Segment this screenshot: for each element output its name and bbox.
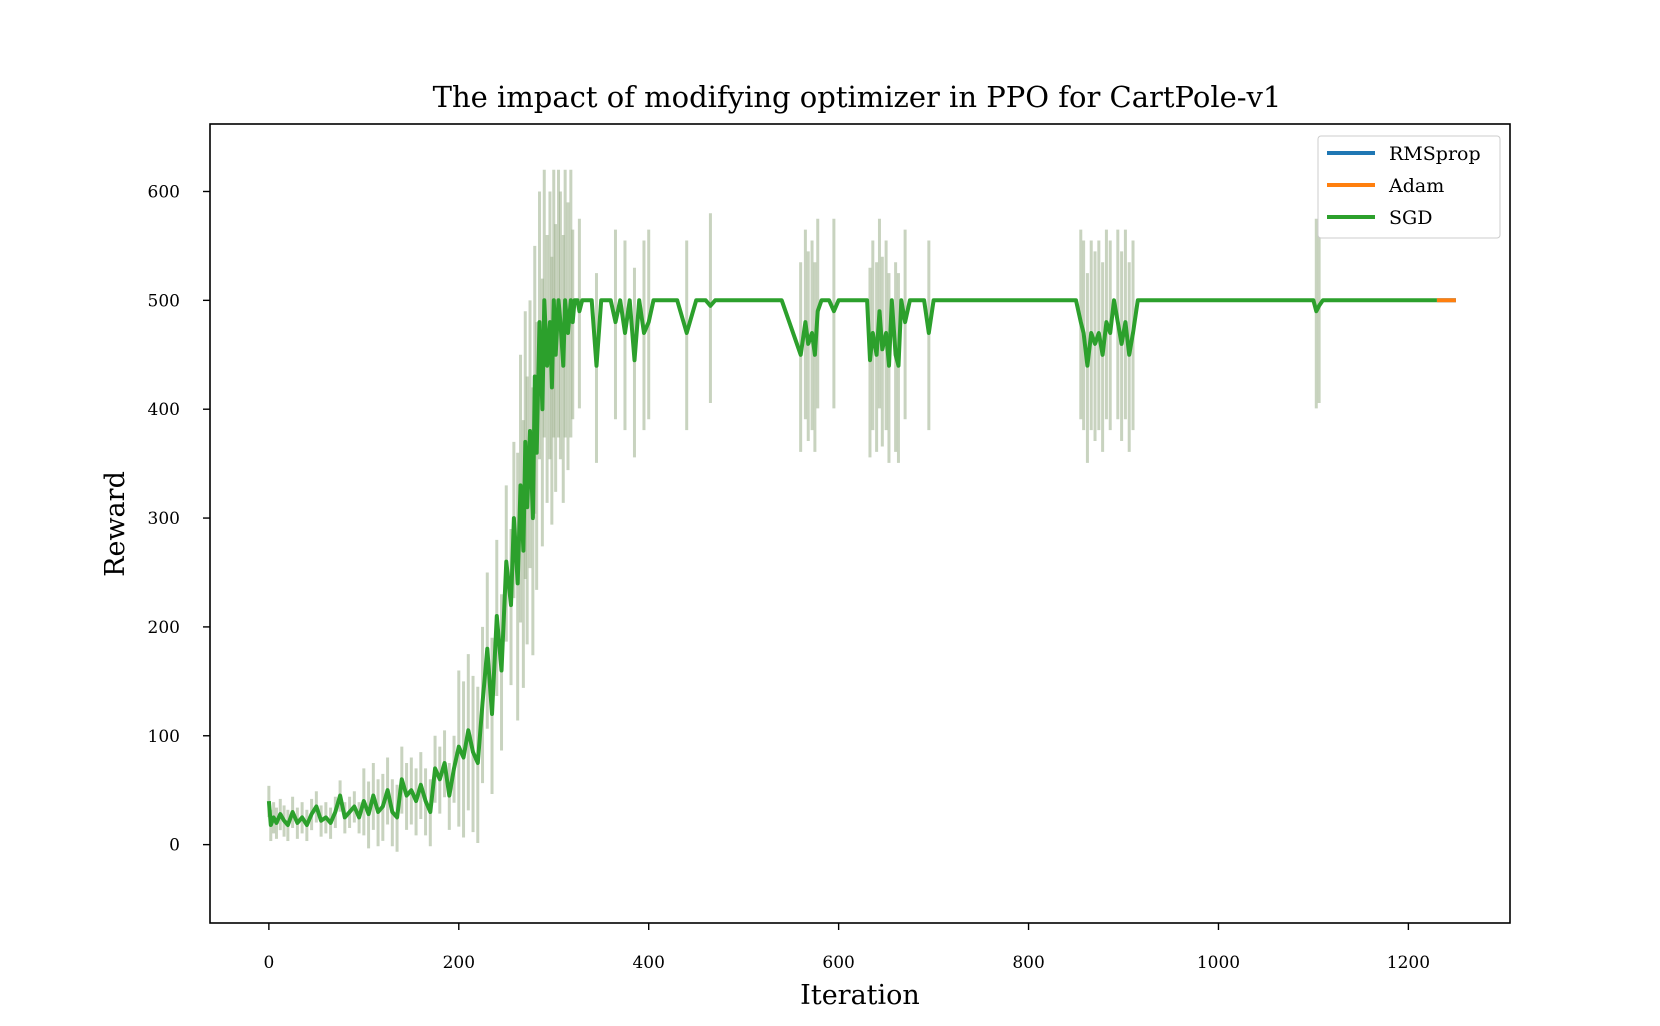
x-tick-label: 1200 (1387, 953, 1430, 973)
y-tick-label: 100 (148, 727, 180, 747)
x-tick-label: 200 (443, 953, 475, 973)
y-tick-label: 600 (148, 182, 180, 202)
y-tick-label: 0 (169, 836, 180, 856)
legend-box (1317, 135, 1501, 239)
legend-label-rmsprop: RMSprop (1389, 143, 1481, 165)
y-tick-label: 400 (148, 400, 180, 420)
x-tick-label: 1000 (1197, 953, 1240, 973)
x-tick-label: 800 (1012, 953, 1044, 973)
x-tick-label: 600 (822, 953, 854, 973)
legend-label-sgd: SGD (1389, 207, 1432, 229)
y-axis: 0 100 200 300 400 500 600 (148, 182, 210, 856)
legend-label-adam: Adam (1388, 175, 1444, 197)
series-line-sgd (266, 298, 1437, 827)
y-tick-label: 300 (148, 509, 180, 529)
x-tick-label: 0 (263, 953, 274, 973)
legend: RMSprop Adam SGD (1317, 135, 1501, 239)
chart-title: The impact of modifying optimizer in PPO… (433, 80, 1282, 114)
plot-area (266, 169, 1456, 852)
y-tick-label: 500 (148, 291, 180, 311)
plot-frame (209, 123, 1511, 924)
x-axis: 0 200 400 600 800 1000 1200 (263, 923, 1430, 973)
y-tick-label: 200 (148, 618, 180, 638)
x-axis-label: Iteration (800, 980, 920, 1011)
y-axis-label: Reward (100, 471, 131, 577)
x-tick-label: 400 (632, 953, 664, 973)
